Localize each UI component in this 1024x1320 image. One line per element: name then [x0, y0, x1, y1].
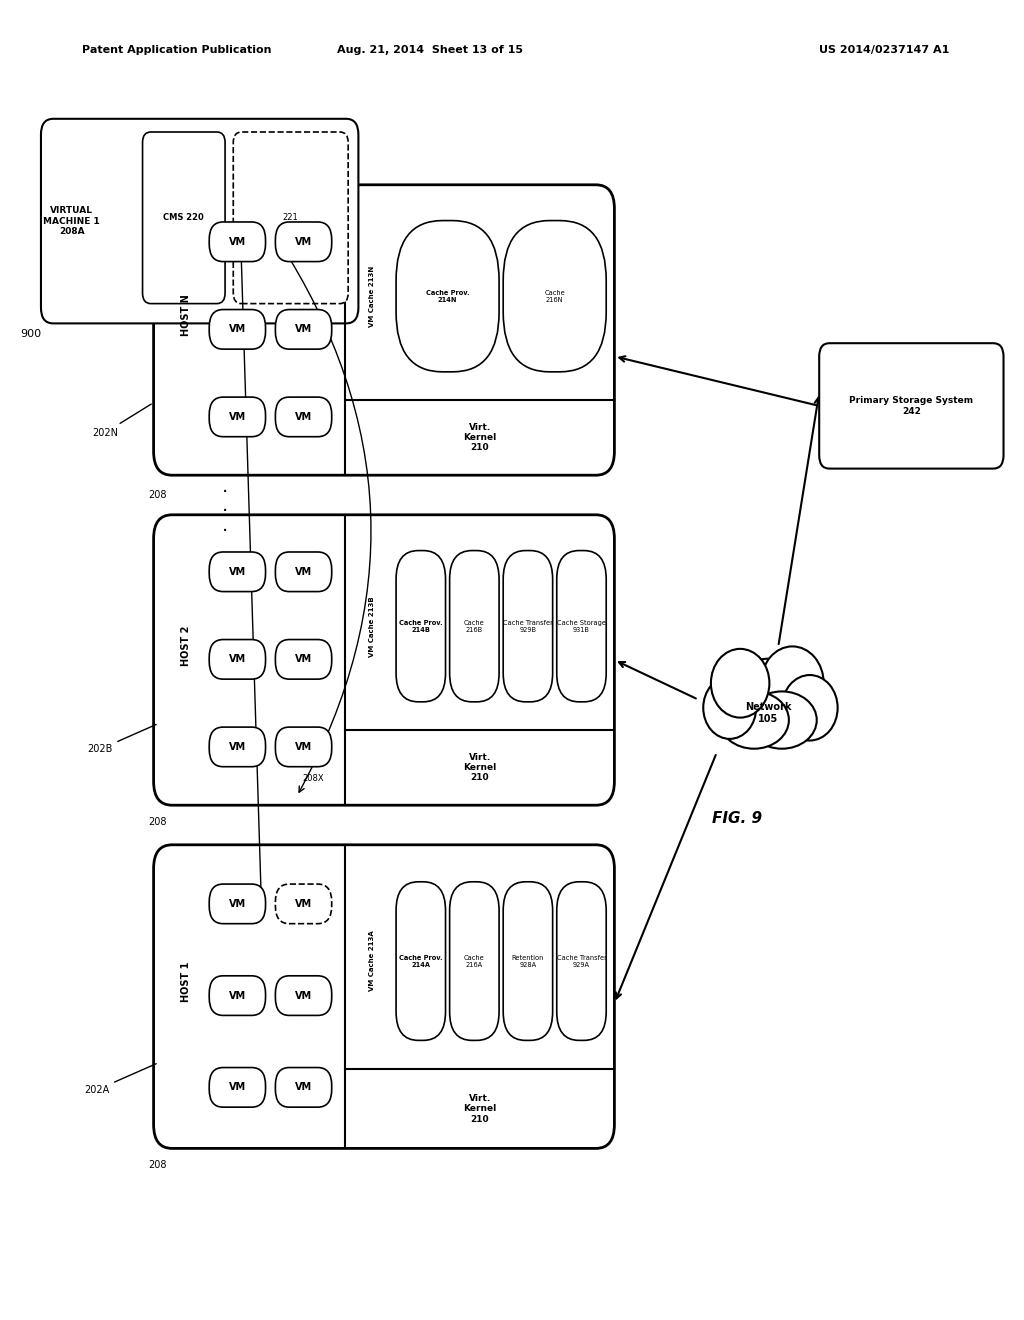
- Text: Virt.
Kernel
210: Virt. Kernel 210: [463, 422, 497, 453]
- Text: Cache Transfer
929A: Cache Transfer 929A: [556, 954, 606, 968]
- Text: VM: VM: [295, 990, 312, 1001]
- Text: Primary Storage System
242: Primary Storage System 242: [849, 396, 974, 416]
- Text: Cache Prov.
214N: Cache Prov. 214N: [426, 289, 469, 302]
- Text: VM: VM: [295, 566, 312, 577]
- Text: 202B: 202B: [87, 725, 157, 755]
- FancyBboxPatch shape: [450, 550, 499, 702]
- Ellipse shape: [711, 649, 769, 718]
- Text: ·: ·: [222, 503, 228, 521]
- Text: VM Cache 213N: VM Cache 213N: [369, 265, 375, 327]
- Text: VM: VM: [295, 1082, 312, 1093]
- FancyBboxPatch shape: [819, 343, 1004, 469]
- Text: VM: VM: [295, 899, 312, 909]
- FancyBboxPatch shape: [275, 310, 332, 350]
- Text: 202A: 202A: [84, 1064, 157, 1096]
- FancyBboxPatch shape: [154, 185, 614, 475]
- Text: VM: VM: [228, 412, 246, 422]
- FancyBboxPatch shape: [275, 975, 332, 1015]
- FancyBboxPatch shape: [209, 310, 265, 350]
- FancyBboxPatch shape: [503, 550, 553, 702]
- FancyBboxPatch shape: [275, 884, 332, 924]
- Text: Cache Prov.
214B: Cache Prov. 214B: [399, 619, 442, 632]
- Text: 208: 208: [148, 1160, 167, 1171]
- Text: 202N: 202N: [92, 404, 152, 438]
- Text: ·: ·: [222, 483, 228, 502]
- Text: Cache Prov.
214A: Cache Prov. 214A: [399, 954, 442, 968]
- Text: VM: VM: [228, 1082, 246, 1093]
- Text: VM: VM: [228, 236, 246, 247]
- FancyBboxPatch shape: [503, 220, 606, 372]
- Ellipse shape: [733, 659, 803, 741]
- Text: HOST N: HOST N: [181, 294, 190, 337]
- Text: HOST 1: HOST 1: [181, 961, 190, 1002]
- FancyBboxPatch shape: [275, 397, 332, 437]
- Text: VIRTUAL
MACHINE 1
208A: VIRTUAL MACHINE 1 208A: [43, 206, 100, 236]
- Text: Patent Application Publication: Patent Application Publication: [82, 45, 271, 55]
- FancyBboxPatch shape: [396, 220, 499, 372]
- Text: Cache
216B: Cache 216B: [464, 619, 484, 632]
- Text: VM: VM: [295, 325, 312, 334]
- Text: Virt.
Kernel
210: Virt. Kernel 210: [463, 752, 497, 783]
- Text: VM: VM: [228, 990, 246, 1001]
- Ellipse shape: [719, 692, 788, 748]
- FancyBboxPatch shape: [41, 119, 358, 323]
- Text: VM: VM: [228, 566, 246, 577]
- Text: Retention
928A: Retention 928A: [512, 954, 544, 968]
- FancyBboxPatch shape: [275, 222, 332, 261]
- FancyBboxPatch shape: [154, 845, 614, 1148]
- FancyBboxPatch shape: [503, 882, 553, 1040]
- Text: VM: VM: [228, 655, 246, 664]
- FancyBboxPatch shape: [275, 727, 332, 767]
- Text: Aug. 21, 2014  Sheet 13 of 15: Aug. 21, 2014 Sheet 13 of 15: [337, 45, 523, 55]
- Text: VM Cache 213B: VM Cache 213B: [369, 595, 375, 656]
- Text: VM: VM: [228, 325, 246, 334]
- Text: VM: VM: [295, 236, 312, 247]
- FancyBboxPatch shape: [396, 882, 445, 1040]
- Ellipse shape: [748, 692, 817, 748]
- FancyBboxPatch shape: [396, 550, 445, 702]
- Ellipse shape: [703, 677, 756, 739]
- Text: 208: 208: [148, 490, 167, 500]
- Text: Virt.
Kernel
210: Virt. Kernel 210: [463, 1094, 497, 1123]
- FancyBboxPatch shape: [209, 222, 265, 261]
- FancyBboxPatch shape: [209, 727, 265, 767]
- Text: US 2014/0237147 A1: US 2014/0237147 A1: [819, 45, 949, 55]
- Text: HOST 2: HOST 2: [181, 626, 190, 665]
- FancyBboxPatch shape: [557, 882, 606, 1040]
- FancyBboxPatch shape: [209, 640, 265, 680]
- FancyBboxPatch shape: [557, 550, 606, 702]
- Text: CMS 220: CMS 220: [164, 214, 204, 222]
- Text: Cache Transfer
929B: Cache Transfer 929B: [503, 619, 553, 632]
- FancyBboxPatch shape: [275, 552, 332, 591]
- Text: VM: VM: [228, 742, 246, 752]
- FancyBboxPatch shape: [209, 552, 265, 591]
- FancyBboxPatch shape: [450, 882, 499, 1040]
- Text: Cache
216N: Cache 216N: [545, 289, 565, 302]
- Ellipse shape: [782, 675, 838, 741]
- FancyBboxPatch shape: [209, 1068, 265, 1107]
- Text: VM Cache 213A: VM Cache 213A: [369, 931, 375, 991]
- Text: FIG. 9: FIG. 9: [713, 810, 762, 826]
- Text: 221: 221: [283, 214, 299, 222]
- FancyBboxPatch shape: [209, 975, 265, 1015]
- Text: 900: 900: [20, 329, 42, 339]
- FancyBboxPatch shape: [275, 1068, 332, 1107]
- Text: VM: VM: [228, 899, 246, 909]
- Text: 208X: 208X: [302, 775, 324, 784]
- Ellipse shape: [761, 647, 823, 721]
- Text: VM: VM: [295, 412, 312, 422]
- Text: Network
105: Network 105: [744, 702, 792, 723]
- Text: Cache
216A: Cache 216A: [464, 954, 484, 968]
- FancyBboxPatch shape: [209, 884, 265, 924]
- Text: 208: 208: [148, 817, 167, 828]
- FancyBboxPatch shape: [209, 397, 265, 437]
- Text: VM: VM: [295, 742, 312, 752]
- Text: Cache Storage
931B: Cache Storage 931B: [557, 619, 606, 632]
- FancyBboxPatch shape: [142, 132, 225, 304]
- FancyBboxPatch shape: [154, 515, 614, 805]
- FancyBboxPatch shape: [233, 132, 348, 304]
- Text: ·: ·: [222, 523, 228, 541]
- FancyBboxPatch shape: [275, 640, 332, 680]
- Text: VM: VM: [295, 655, 312, 664]
